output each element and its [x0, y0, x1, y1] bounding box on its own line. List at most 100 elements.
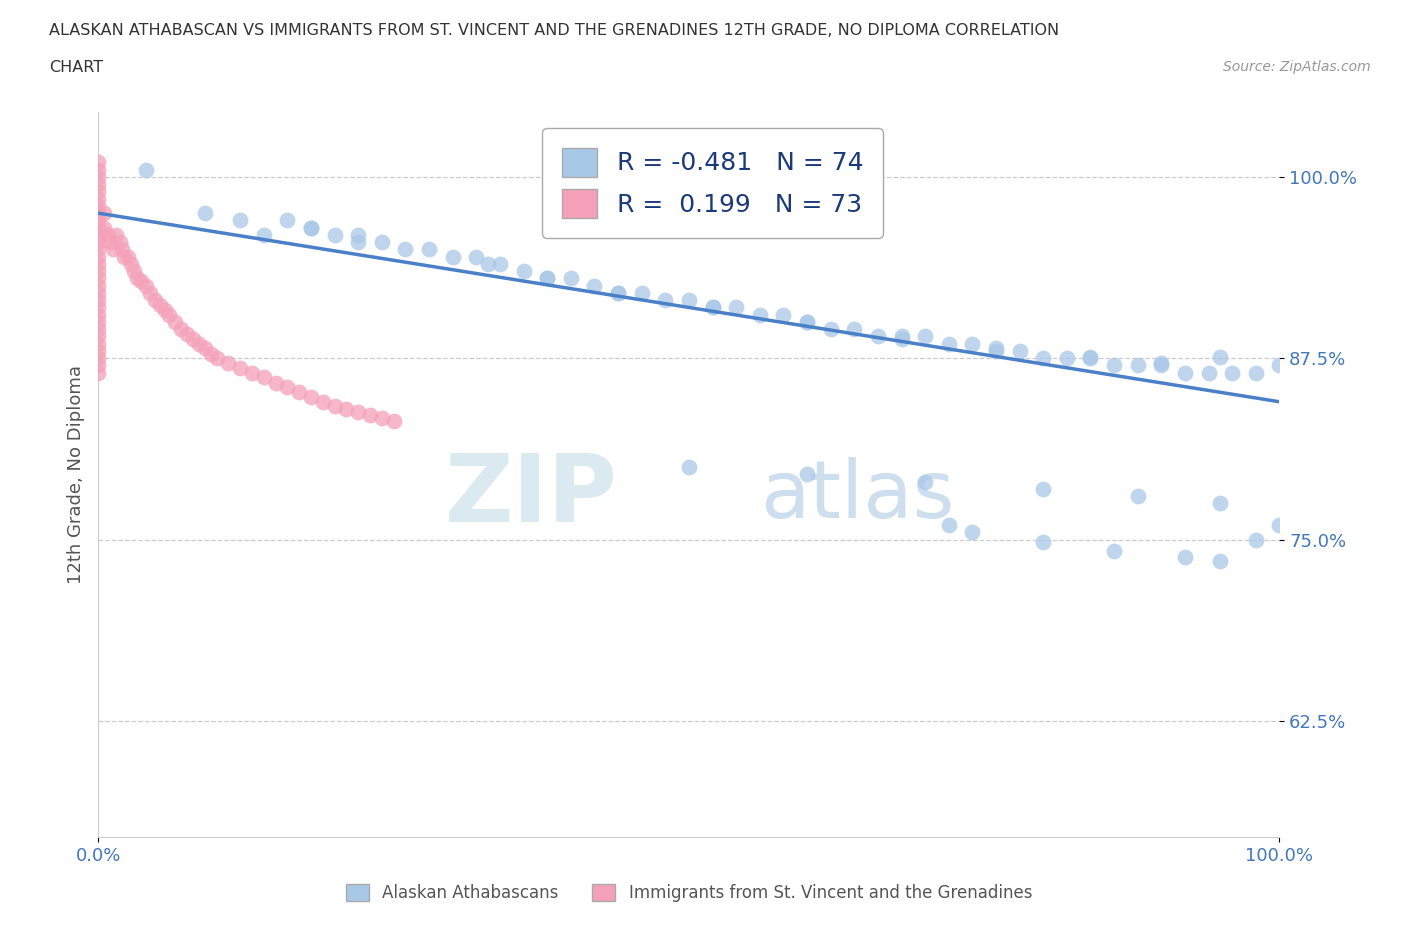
Point — [536, 271, 558, 286]
Point — [914, 329, 936, 344]
Point — [157, 307, 180, 322]
Point — [844, 322, 866, 337]
Point — [962, 525, 984, 539]
Point — [1244, 532, 1267, 547]
Point — [477, 257, 499, 272]
Point — [87, 271, 110, 286]
Text: atlas: atlas — [759, 457, 955, 535]
Point — [1220, 365, 1243, 380]
Point — [866, 329, 889, 344]
Point — [170, 322, 193, 337]
Point — [1080, 350, 1102, 365]
Point — [288, 384, 311, 399]
Point — [87, 358, 110, 373]
Point — [1032, 535, 1054, 550]
Point — [1102, 544, 1125, 559]
Point — [441, 249, 464, 264]
Point — [87, 155, 110, 170]
Point — [725, 300, 748, 315]
Point — [748, 307, 770, 322]
Point — [1056, 351, 1078, 365]
Point — [87, 198, 110, 213]
Point — [702, 300, 724, 315]
Point — [512, 264, 534, 279]
Point — [87, 192, 110, 206]
Point — [111, 242, 134, 257]
Point — [87, 300, 110, 315]
Point — [1244, 365, 1267, 380]
Point — [394, 242, 416, 257]
Point — [143, 293, 166, 308]
Point — [890, 332, 912, 347]
Point — [87, 257, 110, 272]
Point — [205, 351, 228, 365]
Point — [1198, 365, 1220, 380]
Point — [87, 278, 110, 293]
Point — [194, 206, 217, 220]
Point — [335, 402, 357, 417]
Point — [122, 264, 145, 279]
Point — [153, 303, 176, 318]
Point — [938, 337, 960, 352]
Point — [1008, 343, 1031, 358]
Point — [607, 286, 630, 300]
Point — [1209, 350, 1232, 365]
Point — [702, 300, 724, 315]
Point — [772, 307, 794, 322]
Point — [87, 206, 110, 220]
Point — [181, 332, 204, 347]
Point — [914, 474, 936, 489]
Point — [984, 340, 1007, 355]
Point — [87, 351, 110, 365]
Point — [264, 376, 287, 391]
Point — [87, 264, 110, 279]
Point — [678, 293, 700, 308]
Point — [1268, 358, 1291, 373]
Point — [371, 234, 394, 249]
Point — [299, 220, 322, 235]
Point — [105, 228, 128, 243]
Text: Source: ZipAtlas.com: Source: ZipAtlas.com — [1223, 60, 1371, 74]
Point — [418, 242, 440, 257]
Point — [1126, 358, 1149, 373]
Point — [117, 249, 139, 264]
Point — [87, 314, 110, 329]
Point — [200, 347, 222, 362]
Point — [359, 407, 381, 422]
Text: ALASKAN ATHABASCAN VS IMMIGRANTS FROM ST. VINCENT AND THE GRENADINES 12TH GRADE,: ALASKAN ATHABASCAN VS IMMIGRANTS FROM ST… — [49, 23, 1059, 38]
Point — [253, 369, 276, 384]
Point — [1032, 482, 1054, 497]
Point — [194, 340, 217, 355]
Point — [796, 467, 818, 482]
Point — [87, 234, 110, 249]
Point — [1150, 358, 1173, 373]
Point — [938, 518, 960, 533]
Point — [1174, 550, 1197, 565]
Point — [87, 293, 110, 308]
Point — [121, 257, 143, 272]
Y-axis label: 12th Grade, No Diploma: 12th Grade, No Diploma — [66, 365, 84, 584]
Point — [87, 365, 110, 380]
Point — [796, 314, 818, 329]
Point — [229, 361, 252, 376]
Point — [1080, 351, 1102, 365]
Point — [87, 228, 110, 243]
Point — [240, 365, 263, 380]
Point — [1102, 358, 1125, 373]
Legend: Alaskan Athabascans, Immigrants from St. Vincent and the Grenadines: Alaskan Athabascans, Immigrants from St.… — [339, 877, 1039, 909]
Point — [87, 329, 110, 344]
Point — [87, 177, 110, 192]
Point — [139, 286, 162, 300]
Point — [323, 399, 346, 414]
Point — [1150, 355, 1173, 370]
Text: ZIP: ZIP — [446, 450, 619, 542]
Point — [149, 297, 172, 312]
Point — [135, 278, 157, 293]
Point — [187, 337, 209, 352]
Point — [87, 184, 110, 199]
Point — [299, 390, 322, 405]
Point — [276, 379, 298, 394]
Point — [489, 257, 512, 272]
Point — [87, 286, 110, 300]
Point — [93, 206, 115, 220]
